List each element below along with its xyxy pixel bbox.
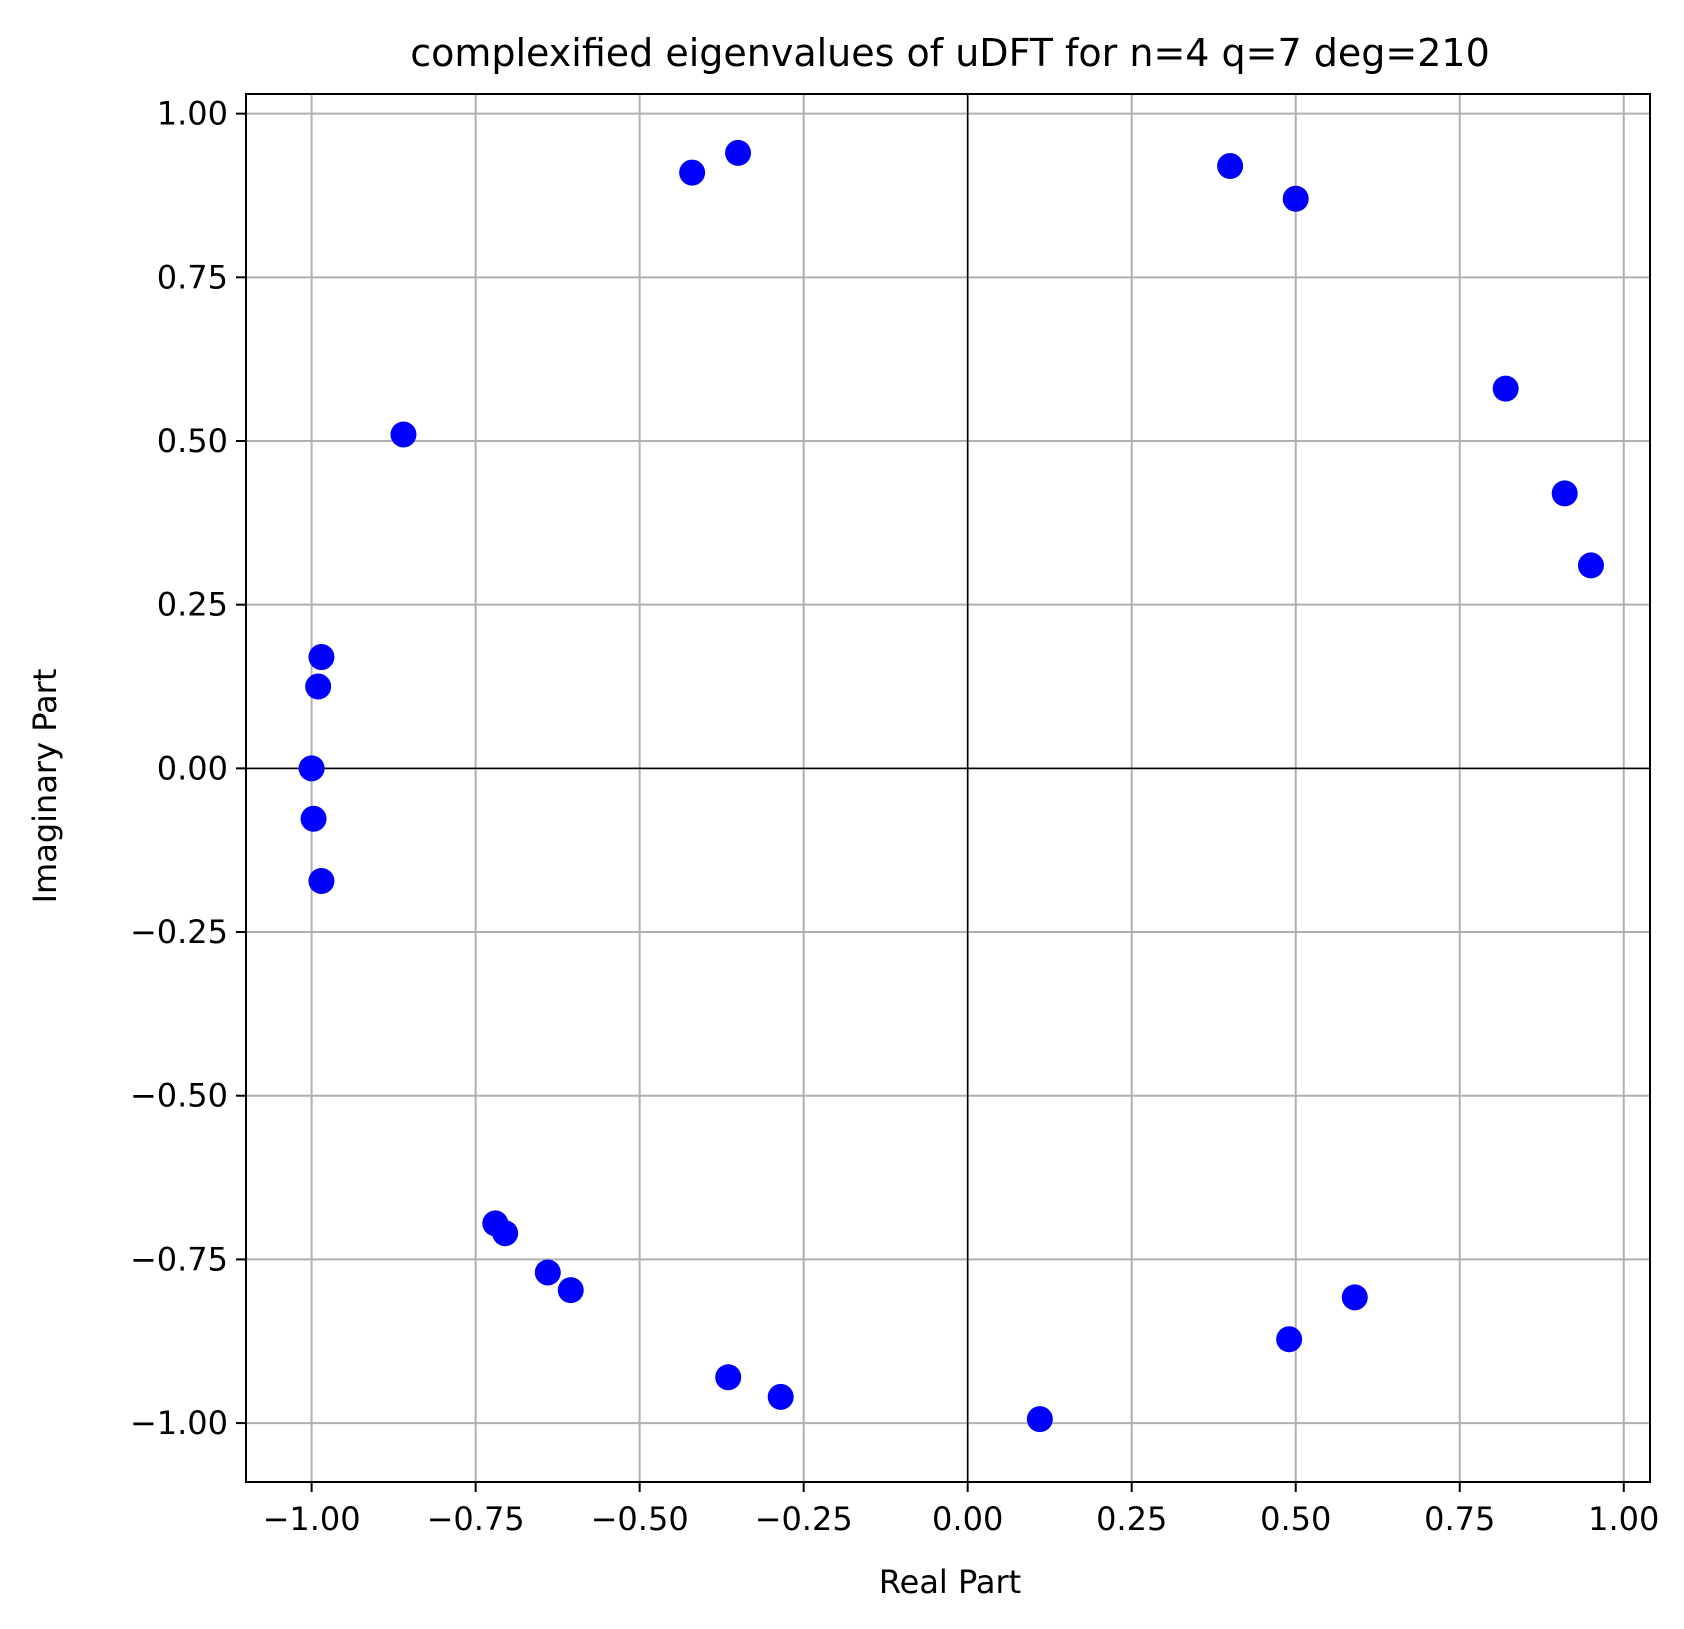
- data-point: [308, 644, 335, 671]
- y-tick-label: 0.00: [157, 749, 228, 787]
- data-point: [1276, 1326, 1303, 1353]
- y-tick-label: −0.75: [130, 1240, 228, 1278]
- y-tick-label: 0.50: [157, 422, 228, 460]
- data-point: [1282, 185, 1309, 212]
- y-axis-ticks: 1.00 0.75 0.50 0.25 0.00 −0.25 −0.50 −0.75 −1.00: [130, 95, 246, 1442]
- data-point: [679, 159, 706, 186]
- data-point: [767, 1383, 794, 1410]
- data-point: [534, 1259, 561, 1286]
- data-point: [1341, 1284, 1368, 1311]
- y-tick-label: 1.00: [157, 95, 228, 133]
- x-tick-label: −1.00: [263, 1500, 361, 1538]
- data-point: [305, 673, 332, 700]
- data-point: [1492, 375, 1519, 402]
- x-tick-label: −0.75: [427, 1500, 525, 1538]
- y-tick-label: 0.75: [157, 258, 228, 296]
- y-tick-label: −0.50: [130, 1077, 228, 1115]
- chart-title: complexified eigenvalues of uDFT for n=4…: [410, 31, 1490, 75]
- x-tick-label: 0.50: [1260, 1500, 1331, 1538]
- data-point: [557, 1277, 584, 1304]
- data-point: [1577, 552, 1604, 579]
- data-point: [308, 867, 335, 894]
- grid-lines: [246, 94, 1650, 1482]
- y-tick-label: −1.00: [130, 1404, 228, 1442]
- x-tick-label: 0.00: [932, 1500, 1003, 1538]
- x-tick-label: 0.25: [1096, 1500, 1167, 1538]
- x-axis-ticks: −1.00 −0.75 −0.50 −0.25 0.00 0.25 0.50 0.75 1.00: [263, 1482, 1659, 1538]
- x-axis-title: Real Part: [879, 1563, 1021, 1601]
- x-tick-label: −0.25: [755, 1500, 853, 1538]
- data-point: [1026, 1406, 1053, 1433]
- data-point: [492, 1220, 519, 1247]
- x-tick-label: 1.00: [1588, 1500, 1659, 1538]
- x-tick-label: 0.75: [1424, 1500, 1495, 1538]
- y-tick-label: −0.25: [130, 913, 228, 951]
- y-tick-label: 0.25: [157, 586, 228, 624]
- data-point: [725, 139, 752, 166]
- data-point: [1551, 480, 1578, 507]
- data-point: [390, 421, 417, 448]
- x-tick-label: −0.50: [591, 1500, 689, 1538]
- data-points: [298, 139, 1604, 1433]
- data-point: [300, 805, 327, 832]
- zero-lines: [246, 94, 1650, 1482]
- y-axis-title: Imaginary Part: [26, 669, 64, 904]
- data-point: [298, 755, 325, 782]
- data-point: [715, 1364, 742, 1391]
- plot-frame: [245, 93, 1651, 1483]
- data-point: [1217, 153, 1244, 180]
